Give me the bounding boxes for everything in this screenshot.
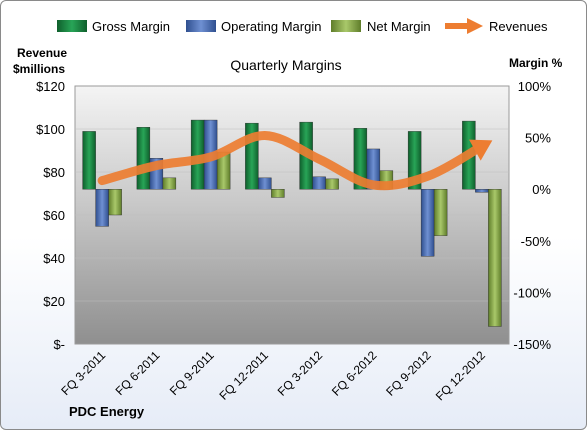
- left-tick-label: $100: [36, 122, 65, 137]
- left-tick-label: $40: [43, 251, 65, 266]
- legend-label-net-margin: Net Margin: [367, 19, 431, 34]
- right-tick-label: -100%: [513, 285, 551, 300]
- left-axis: $- $20 $40 $60 $80 $100 $120: [36, 79, 65, 352]
- operating-margin-bar: [475, 188, 489, 193]
- x-tick-label: FQ 9-2011: [167, 348, 217, 398]
- x-tick-label: FQ 6-2012: [329, 348, 380, 399]
- right-axis-label: Margin %: [509, 56, 563, 70]
- operating-margin-bar: [420, 188, 435, 257]
- net-margin-bar: [488, 188, 502, 327]
- revenue-line: [97, 130, 487, 191]
- company-label: PDC Energy: [69, 404, 145, 419]
- left-axis-label-line1: Revenue: [17, 46, 67, 60]
- gross-margin-bar: [82, 131, 96, 190]
- x-tick-label: FQ 12-2011: [216, 348, 271, 403]
- x-tick-label: FQ 9-2012: [383, 348, 434, 399]
- operating-margin-bar: [95, 188, 109, 227]
- left-tick-label: $60: [43, 208, 65, 223]
- x-tick-label: FQ 12-2012: [433, 348, 488, 403]
- left-tick-label: $-: [53, 337, 65, 352]
- right-tick-label: -50%: [521, 234, 552, 249]
- operating-margin-bar: [312, 176, 326, 190]
- revenue-series: [97, 130, 493, 191]
- legend-swatch-gross-margin: [57, 20, 87, 32]
- legend-label-operating-margin: Operating Margin: [221, 19, 321, 34]
- legend-item-operating-margin: Operating Margin: [186, 19, 321, 34]
- revenue-arrowhead: [469, 139, 493, 161]
- legend-swatch-net-margin: [331, 20, 361, 32]
- net-margin-bar: [162, 177, 177, 190]
- operating-margin-bar: [258, 177, 272, 190]
- legend: Gross Margin Operating Margin Net Margin…: [57, 18, 548, 34]
- left-axis-label-line2: $millions: [13, 62, 65, 76]
- legend-item-net-margin: Net Margin: [331, 19, 431, 34]
- legend-item-gross-margin: Gross Margin: [57, 19, 170, 34]
- right-tick-label: 100%: [518, 79, 552, 94]
- legend-label-revenues: Revenues: [489, 19, 548, 34]
- legend-label-gross-margin: Gross Margin: [92, 19, 170, 34]
- right-tick-label: -150%: [513, 337, 551, 352]
- legend-item-revenues: Revenues: [445, 18, 548, 34]
- right-tick-label: 50%: [525, 131, 551, 146]
- chart-title: Quarterly Margins: [230, 57, 341, 73]
- right-axis: -150% -100% -50% 0% 50% 100%: [513, 79, 551, 352]
- net-margin-bar: [108, 188, 122, 216]
- left-tick-label: $20: [43, 294, 65, 309]
- x-tick-label: FQ 3-2012: [275, 348, 326, 399]
- right-tick-label: 0%: [532, 182, 551, 197]
- gross-margin-bar: [407, 131, 422, 190]
- legend-arrowhead-revenues: [467, 18, 483, 34]
- legend-swatch-operating-margin: [186, 20, 216, 32]
- net-margin-bar: [271, 188, 285, 198]
- net-margin-bar: [433, 188, 448, 236]
- x-axis: FQ 3-2011 FQ 6-2011 FQ 9-2011 FQ 12-2011 FQ …: [58, 348, 488, 403]
- x-tick-label: FQ 3-2011: [58, 348, 108, 398]
- gross-margin-bar: [136, 127, 151, 190]
- left-tick-label: $80: [43, 165, 65, 180]
- net-margin-bar: [325, 178, 339, 190]
- left-tick-label: $120: [36, 79, 65, 94]
- x-tick-label: FQ 6-2011: [113, 348, 163, 398]
